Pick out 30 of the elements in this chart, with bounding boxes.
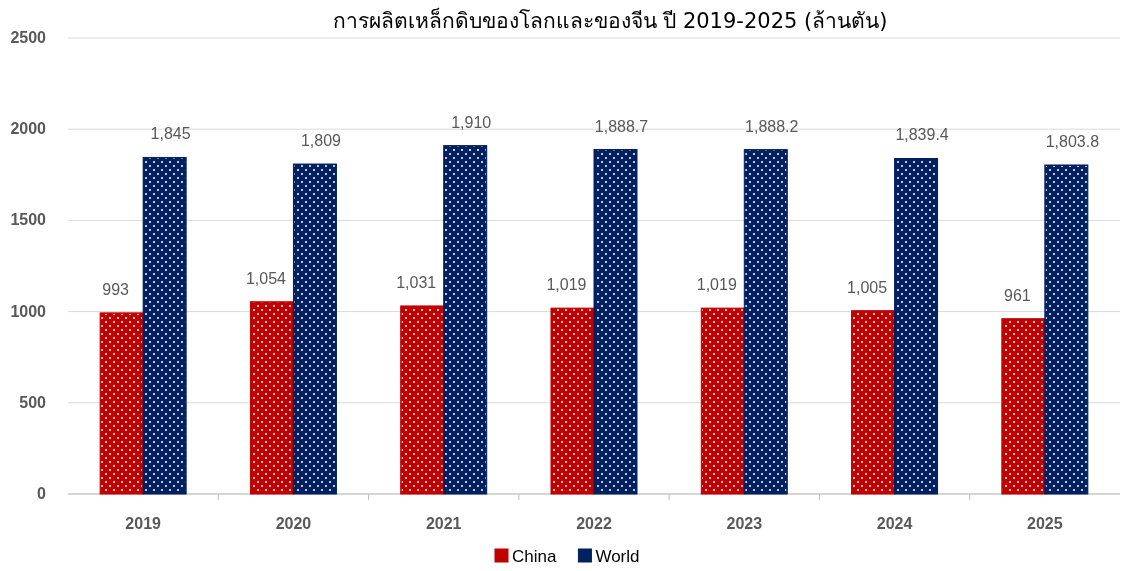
- y-tick-label: 1000: [10, 302, 47, 320]
- data-label: 1,054: [245, 269, 287, 287]
- data-label: 961: [1004, 286, 1031, 304]
- y-tick-label: 500: [19, 393, 47, 411]
- data-label: 1,809: [300, 132, 342, 150]
- x-tick-label: 2024: [876, 515, 913, 532]
- data-label: 1,888.7: [594, 117, 649, 135]
- x-tick-label: 2022: [576, 515, 612, 532]
- x-tick-label: 2019: [125, 515, 162, 532]
- y-tick-label: 1500: [10, 211, 47, 229]
- x-tick-label: 2021: [425, 515, 462, 532]
- data-label: 1,839.4: [895, 126, 949, 144]
- legend-label: World: [595, 547, 640, 566]
- chart-title: การผลิตเหล็กดิบของโลกและของจีน ปี 2019-2025 (ล้านตัน): [332, 7, 888, 33]
- data-label: 1,888.2: [745, 117, 799, 135]
- y-tick-label: 0: [37, 485, 47, 502]
- data-label: 1,019: [696, 276, 737, 294]
- y-tick-label: 2000: [10, 120, 47, 138]
- data-label: 1,910: [451, 113, 492, 131]
- x-tick-label: 2025: [1027, 515, 1063, 532]
- data-label: 1,019: [546, 276, 587, 294]
- y-tick-label: 2500: [10, 29, 47, 46]
- data-label: 1,845: [150, 125, 191, 143]
- x-tick-label: 2023: [726, 515, 763, 532]
- x-tick-label: 2020: [275, 515, 312, 532]
- legend-label: China: [512, 547, 557, 566]
- data-label: 1,031: [396, 273, 437, 291]
- data-label: 1,005: [847, 278, 888, 296]
- data-label: 1,803.8: [1045, 132, 1100, 150]
- data-label: 993: [102, 280, 130, 298]
